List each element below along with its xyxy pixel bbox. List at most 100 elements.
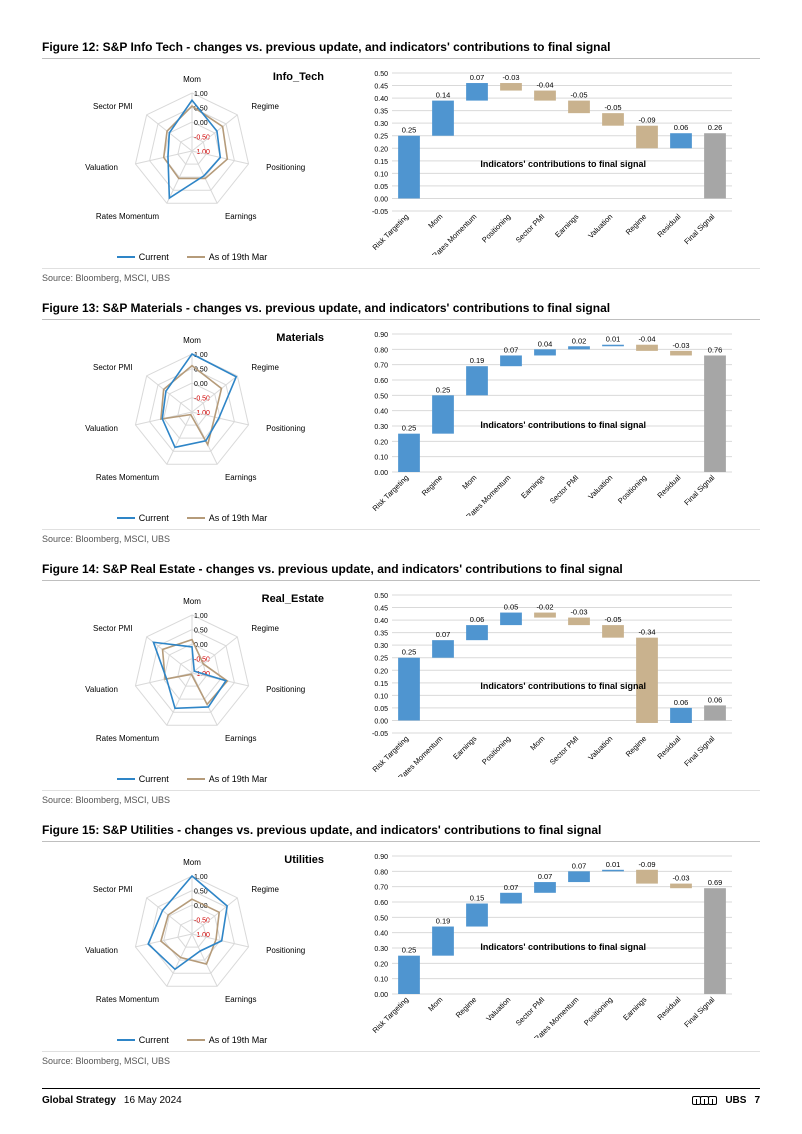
svg-text:Rates Momentum: Rates Momentum xyxy=(96,995,159,1004)
figure-title: Figure 12: S&P Info Tech - changes vs. p… xyxy=(42,40,760,59)
page-footer: Global Strategy 16 May 2024 UBS 7 xyxy=(42,1088,760,1106)
chart-corner-title: Info_Tech xyxy=(273,71,324,83)
legend-label: Current xyxy=(139,774,169,784)
svg-text:0.10: 0.10 xyxy=(374,171,388,178)
svg-text:Positioning: Positioning xyxy=(582,995,614,1027)
svg-text:Positioning: Positioning xyxy=(266,685,305,694)
svg-text:Regime: Regime xyxy=(420,473,445,498)
svg-text:0.10: 0.10 xyxy=(374,455,388,462)
svg-text:Regime: Regime xyxy=(251,885,279,894)
svg-text:0.40: 0.40 xyxy=(374,618,388,625)
svg-text:0.15: 0.15 xyxy=(374,159,388,166)
svg-text:0.50: 0.50 xyxy=(194,628,208,635)
chart-corner-title: Real_Estate xyxy=(262,593,324,605)
legend-label: Current xyxy=(139,1035,169,1045)
svg-text:0.07: 0.07 xyxy=(470,73,485,82)
radar-chart: 1.000.500.00-0.50-1.00MomRegimePositioni… xyxy=(42,326,342,523)
waterfall-chart: 0.000.100.200.300.400.500.600.700.800.90… xyxy=(358,848,760,1043)
svg-text:1.00: 1.00 xyxy=(194,613,208,620)
svg-text:0.00: 0.00 xyxy=(374,718,388,725)
figure-source: Source: Bloomberg, MSCI, UBS xyxy=(42,790,760,805)
figure-source: Source: Bloomberg, MSCI, UBS xyxy=(42,529,760,544)
figure-row: 1.000.500.00-0.50-1.00MomRegimePositioni… xyxy=(42,65,760,262)
svg-text:0.05: 0.05 xyxy=(374,706,388,713)
legend-item: Current xyxy=(117,513,169,523)
radar-legend: CurrentAs of 19th Mar xyxy=(42,252,342,262)
svg-text:0.00: 0.00 xyxy=(194,381,208,388)
ubs-logo-icon xyxy=(693,1096,717,1105)
svg-text:0.30: 0.30 xyxy=(374,424,388,431)
svg-text:0.04: 0.04 xyxy=(538,339,553,348)
svg-text:0.01: 0.01 xyxy=(606,860,621,869)
svg-text:0.45: 0.45 xyxy=(374,84,388,91)
svg-text:-0.05: -0.05 xyxy=(604,103,621,112)
svg-text:0.60: 0.60 xyxy=(374,900,388,907)
svg-text:0.07: 0.07 xyxy=(436,630,451,639)
svg-text:0.25: 0.25 xyxy=(374,656,388,663)
svg-text:0.80: 0.80 xyxy=(374,347,388,354)
svg-text:Sector PMI: Sector PMI xyxy=(93,624,133,633)
svg-text:Regime: Regime xyxy=(251,102,279,111)
svg-text:0.20: 0.20 xyxy=(374,668,388,675)
svg-text:Mom: Mom xyxy=(528,734,546,752)
svg-text:0.40: 0.40 xyxy=(374,96,388,103)
legend-swatch-icon xyxy=(117,778,135,780)
svg-text:0.07: 0.07 xyxy=(572,861,587,870)
waterfall-chart: -0.050.000.050.100.150.200.250.300.350.4… xyxy=(358,65,760,260)
radar-legend: CurrentAs of 19th Mar xyxy=(42,513,342,523)
svg-text:Sector PMI: Sector PMI xyxy=(93,363,133,372)
svg-text:Rates Momentum: Rates Momentum xyxy=(96,473,159,482)
svg-text:-0.34: -0.34 xyxy=(638,628,655,637)
svg-text:0.15: 0.15 xyxy=(374,681,388,688)
legend-swatch-icon xyxy=(117,517,135,519)
svg-text:0.00: 0.00 xyxy=(194,120,208,127)
svg-text:Earnings: Earnings xyxy=(519,473,546,500)
figure-title: Figure 14: S&P Real Estate - changes vs.… xyxy=(42,562,760,581)
svg-text:0.26: 0.26 xyxy=(708,123,723,132)
svg-text:0.90: 0.90 xyxy=(374,332,388,339)
svg-text:Valuation: Valuation xyxy=(85,424,118,433)
svg-text:Valuation: Valuation xyxy=(484,995,512,1023)
radar-legend: CurrentAs of 19th Mar xyxy=(42,774,342,784)
svg-text:Sector PMI: Sector PMI xyxy=(548,473,581,506)
svg-text:0.30: 0.30 xyxy=(374,643,388,650)
svg-text:Regime: Regime xyxy=(251,624,279,633)
svg-text:0.50: 0.50 xyxy=(374,915,388,922)
svg-text:-0.09: -0.09 xyxy=(638,116,655,125)
svg-text:0.80: 0.80 xyxy=(374,869,388,876)
legend-swatch-icon xyxy=(187,517,205,519)
radar-chart: 1.000.500.00-0.50-1.00MomRegimePositioni… xyxy=(42,65,342,262)
svg-text:0.15: 0.15 xyxy=(470,894,485,903)
svg-text:0.05: 0.05 xyxy=(504,603,519,612)
footer-right: UBS 7 xyxy=(693,1095,760,1106)
svg-text:Positioning: Positioning xyxy=(266,946,305,955)
svg-text:Rates Momentum: Rates Momentum xyxy=(96,212,159,221)
svg-text:Residual: Residual xyxy=(655,473,682,500)
svg-text:0.00: 0.00 xyxy=(374,992,388,999)
svg-text:Valuation: Valuation xyxy=(85,685,118,694)
figure-block: Figure 14: S&P Real Estate - changes vs.… xyxy=(42,562,760,805)
svg-text:Mom: Mom xyxy=(183,858,201,867)
svg-text:0.40: 0.40 xyxy=(374,409,388,416)
svg-text:0.07: 0.07 xyxy=(538,872,553,881)
legend-label: Current xyxy=(139,513,169,523)
svg-text:0.25: 0.25 xyxy=(402,946,417,955)
svg-text:Sector PMI: Sector PMI xyxy=(548,734,581,767)
svg-text:Sector PMI: Sector PMI xyxy=(514,995,547,1028)
waterfall-chart: -0.050.000.050.100.150.200.250.300.350.4… xyxy=(358,587,760,782)
svg-text:0.25: 0.25 xyxy=(402,424,417,433)
svg-text:0.02: 0.02 xyxy=(572,336,587,345)
svg-text:Mom: Mom xyxy=(460,473,478,491)
svg-text:Earnings: Earnings xyxy=(225,473,257,482)
svg-text:Regime: Regime xyxy=(624,212,649,237)
svg-text:0.06: 0.06 xyxy=(674,123,689,132)
svg-text:0.25: 0.25 xyxy=(402,126,417,135)
figure-source: Source: Bloomberg, MSCI, UBS xyxy=(42,268,760,283)
svg-text:0.40: 0.40 xyxy=(374,931,388,938)
svg-text:0.35: 0.35 xyxy=(374,109,388,116)
figure-block: Figure 13: S&P Materials - changes vs. p… xyxy=(42,301,760,544)
svg-text:Sector PMI: Sector PMI xyxy=(93,885,133,894)
svg-text:0.20: 0.20 xyxy=(374,961,388,968)
page-number: 7 xyxy=(754,1095,760,1106)
svg-text:-0.05: -0.05 xyxy=(570,91,587,100)
